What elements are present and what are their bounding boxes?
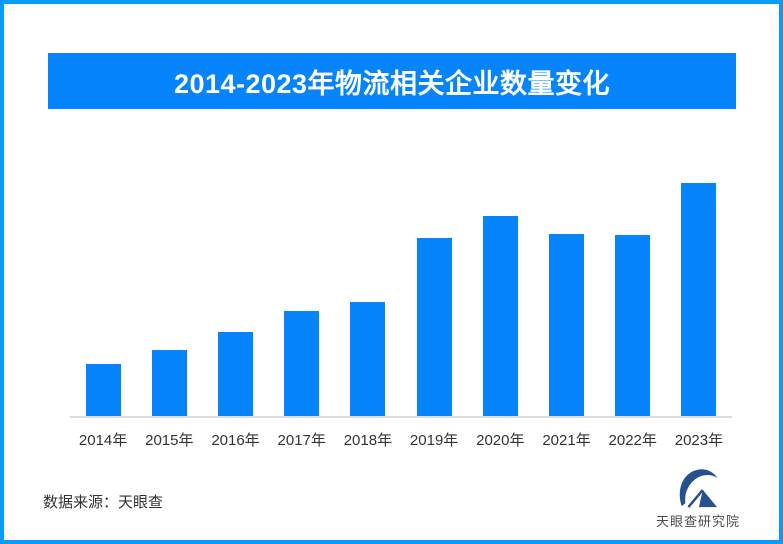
bar-2014年 [85,364,121,417]
x-axis-tick-labels: 2014年 2015年 2016年 2017年 2018年 2019年 2020年 2021年… [70,429,732,450]
chart-title-banner: 2014-2023年物流相关企业数量变化 [48,53,736,109]
x-tick-label-2017年: 2017年 [277,432,326,449]
x-tick-label-2022年: 2022年 [608,432,657,449]
chart-title: 2014-2023年物流相关企业数量变化 [173,68,611,99]
bar-2016年 [218,332,253,417]
bar-slot [202,177,268,417]
bar-slot [136,177,202,417]
bar-slot [401,177,467,417]
brand-logo-text: 天眼查研究院 [655,514,740,529]
bar-slot [70,177,136,417]
x-tick-label-2016年: 2016年 [211,432,260,449]
bar-slot [533,177,599,417]
x-tick-label-2019年: 2019年 [409,432,459,449]
x-tick-label-2014年: 2014年 [78,432,128,449]
x-tick-label-2015年: 2015年 [145,432,194,449]
x-axis-line [70,416,732,418]
x-tick-label-2021年: 2021年 [542,432,591,449]
data-source-note: 数据来源：天眼查 [43,494,164,511]
bar-2020年 [482,216,518,417]
bar-slot [666,177,732,417]
bar-slot [600,177,666,417]
bar-2019年 [416,238,452,417]
bar-2022年 [615,235,651,417]
bar-slot [335,177,401,417]
bar-2015年 [151,350,187,417]
bar-2018年 [350,302,386,417]
bar-2021年 [549,234,585,417]
bar-chart-plot-area [70,177,732,417]
bar-slot [269,177,335,417]
x-tick-label-2023年: 2023年 [674,432,724,449]
x-tick-label-2018年: 2018年 [343,432,393,449]
tianyancha-eye-icon [679,469,718,508]
bar-2023年 [681,183,717,417]
brand-logo: 天眼查研究院 [650,467,746,530]
bar-2017年 [284,311,320,417]
bar-slot [467,177,533,417]
x-tick-label-2020年: 2020年 [476,432,525,449]
